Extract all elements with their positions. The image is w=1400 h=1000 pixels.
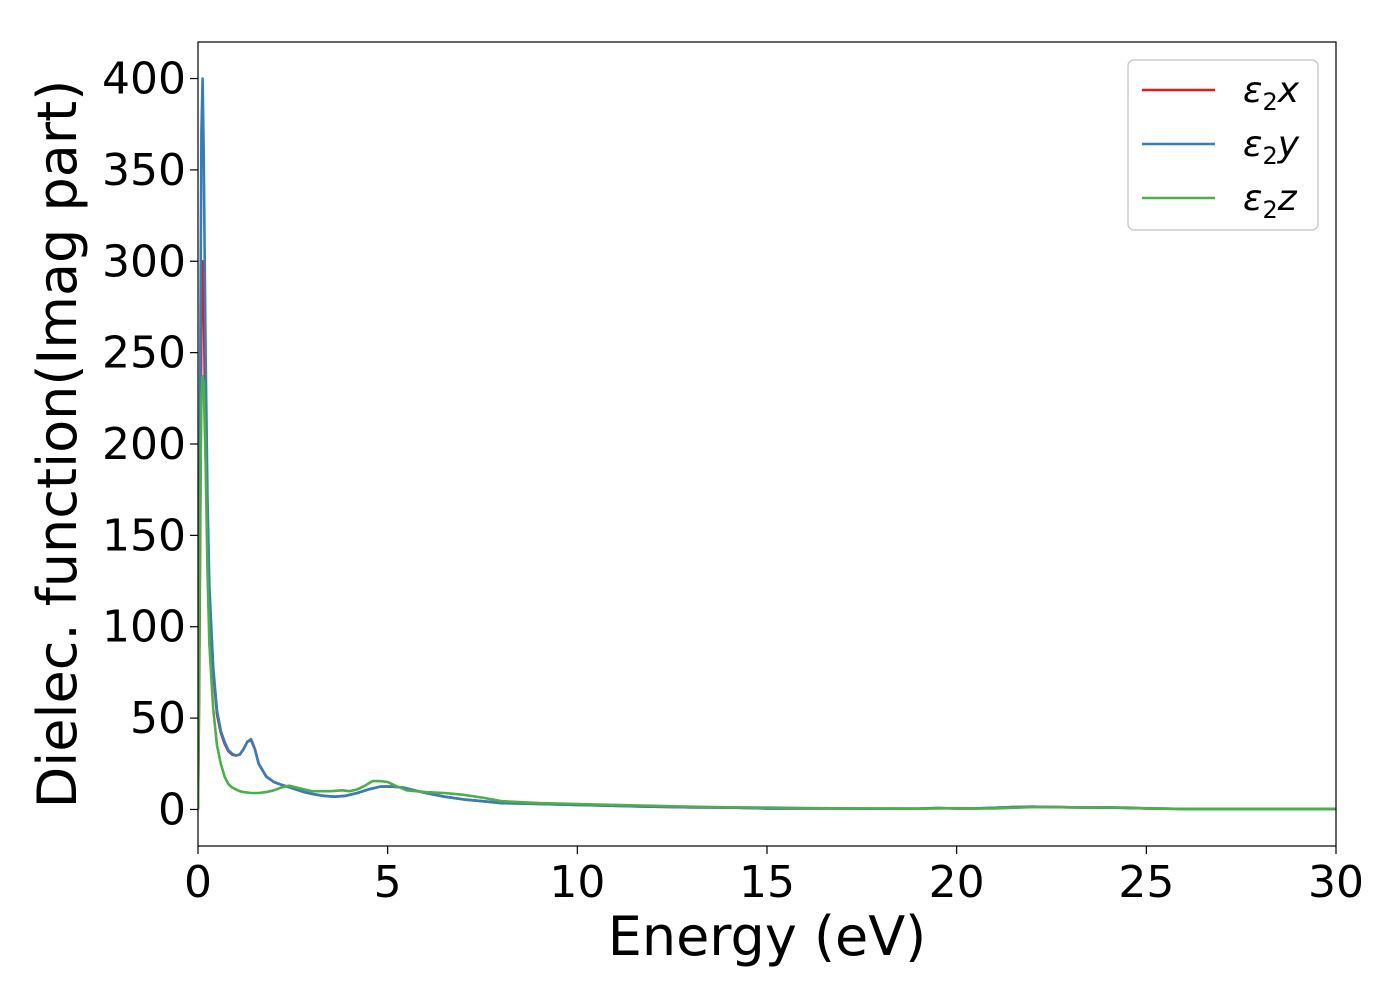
x-axis: 0 5 10 15 20 25 30 — [184, 846, 1364, 908]
y-tick-label: 250 — [102, 328, 186, 379]
x-tick-label: 10 — [549, 857, 605, 908]
legend: ε2x ε2y ε2z — [1127, 59, 1319, 231]
series-layer — [198, 77, 1336, 811]
legend-label-z: ε2z — [1243, 178, 1298, 224]
y-tick-label: 50 — [130, 693, 186, 744]
x-tick-label: 5 — [374, 857, 402, 908]
y-tick-label: 100 — [102, 602, 186, 653]
x-axis-title: Energy (eV) — [608, 905, 927, 968]
legend-label-x: ε2x — [1243, 70, 1300, 116]
x-tick-label: 15 — [739, 857, 795, 908]
legend-frame — [1127, 59, 1319, 231]
y-tick-label: 0 — [158, 784, 186, 835]
legend-label-y: ε2y — [1243, 124, 1300, 170]
y-tick-label: 200 — [102, 419, 186, 470]
x-tick-label: 30 — [1308, 857, 1364, 908]
y-tick-label: 150 — [102, 510, 186, 561]
y-tick-label: 350 — [102, 145, 186, 196]
x-tick-label: 20 — [929, 857, 985, 908]
y-tick-label: 400 — [102, 54, 186, 105]
series-line-z — [198, 375, 1336, 811]
y-axis: 0 50 100 150 200 250 300 350 400 — [102, 54, 198, 835]
y-tick-label: 300 — [102, 236, 186, 287]
x-tick-label: 0 — [184, 857, 212, 908]
x-tick-label: 25 — [1118, 857, 1174, 908]
y-axis-title: Dielec. function(Imag part) — [26, 80, 89, 809]
